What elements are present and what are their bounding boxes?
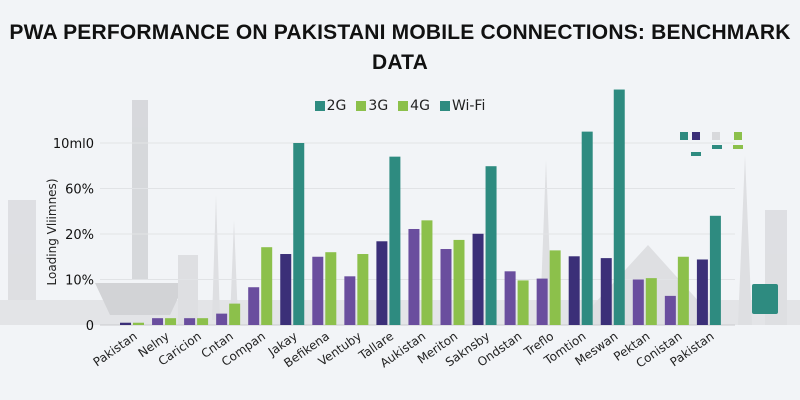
building-silhouette <box>178 255 198 325</box>
minar-base <box>95 283 185 315</box>
bar-caricion-2 <box>197 318 209 325</box>
bar-jakay-1 <box>280 254 292 325</box>
bar-pektan-2 <box>645 278 657 325</box>
bar-tallare-2 <box>389 156 401 325</box>
bar-ventuby-1 <box>344 276 356 325</box>
legend-decor-square <box>712 132 720 140</box>
bar-meriton-2 <box>453 239 465 325</box>
y-tick-label: 20% <box>65 228 94 243</box>
bar-meswan-1 <box>600 258 612 325</box>
minaret-silhouette <box>212 195 220 320</box>
chart-title: PWA PERFORMANCE ON PAKISTANI MOBILE CONN… <box>9 21 791 74</box>
legend-label: Wi-Fi <box>451 98 486 114</box>
legend-swatch <box>356 101 367 111</box>
bar-pektan-1 <box>632 279 644 325</box>
legend-decor-square <box>692 132 700 140</box>
legend-decor-square <box>734 132 742 140</box>
bar-tomtion-2 <box>581 131 593 325</box>
bar-compan-1 <box>248 287 260 325</box>
legend-item: 3G <box>356 98 388 114</box>
bar-ondstan-2 <box>517 280 529 325</box>
bar-aukistan-2 <box>421 220 433 325</box>
bar-befikena-2 <box>325 252 337 325</box>
bar-compan-2 <box>261 247 273 325</box>
bar-ondstan-1 <box>504 271 516 325</box>
bar-pakistan-2 <box>709 215 721 325</box>
bar-cntan-2 <box>229 303 241 325</box>
y-axis-label: Loading Vliimnes) <box>45 179 59 286</box>
bar-meriton-1 <box>440 249 452 325</box>
legend-decor-square <box>733 145 743 149</box>
bar-jakay-2 <box>293 143 305 325</box>
bar-pakistan-1 <box>120 322 131 325</box>
bar-treflo-1 <box>536 278 548 325</box>
bar-pakistan-2 <box>133 322 144 325</box>
legend-decor-square <box>691 152 701 156</box>
bar-treflo-2 <box>549 250 561 325</box>
legend-label: 4G <box>410 98 430 114</box>
y-tick-label: 10ml0 <box>53 137 94 152</box>
x-tick-label: Pakistan <box>91 329 140 369</box>
legend-label: 2G <box>326 98 347 114</box>
minaret-silhouette <box>738 155 752 325</box>
legend-decor-square <box>712 145 722 149</box>
bar-nelny-1 <box>152 318 164 325</box>
bar-ventuby-2 <box>357 254 369 325</box>
legend-swatch <box>314 101 325 111</box>
minar-tower <box>132 100 148 280</box>
bar-conistan-2 <box>677 256 689 325</box>
bar-conistan-1 <box>664 295 676 325</box>
y-tick-label: 0 <box>86 319 94 334</box>
legend: 2G 3G 4G Wi-Fi <box>0 98 800 114</box>
legend-swatch <box>398 101 409 111</box>
legend-item: 4G <box>398 98 430 114</box>
legend-item: Wi-Fi <box>439 98 486 114</box>
bar-aukistan-1 <box>408 228 420 325</box>
bar-nelny-2 <box>165 318 177 325</box>
legend-item: 2G <box>314 98 347 114</box>
y-tick-label: 60% <box>65 183 94 198</box>
legend-label: 3G <box>368 98 389 114</box>
router-icon <box>752 284 778 314</box>
bar-meswan-2 <box>613 89 625 325</box>
bar-tallare-1 <box>376 241 388 325</box>
bar-saknsby-1 <box>472 233 484 325</box>
bar-caricion-1 <box>184 318 196 325</box>
minaret-silhouette <box>230 220 238 320</box>
y-tick-label: 10% <box>65 274 94 289</box>
bar-befikena-1 <box>312 256 324 325</box>
network-icon-cluster <box>680 132 778 314</box>
bar-cntan-1 <box>216 313 228 325</box>
bar-tomtion-1 <box>568 256 580 325</box>
bar-saknsby-2 <box>485 166 497 325</box>
legend-decor-square <box>680 132 688 140</box>
bar-pakistan-1 <box>696 259 708 325</box>
legend-swatch <box>439 101 450 111</box>
